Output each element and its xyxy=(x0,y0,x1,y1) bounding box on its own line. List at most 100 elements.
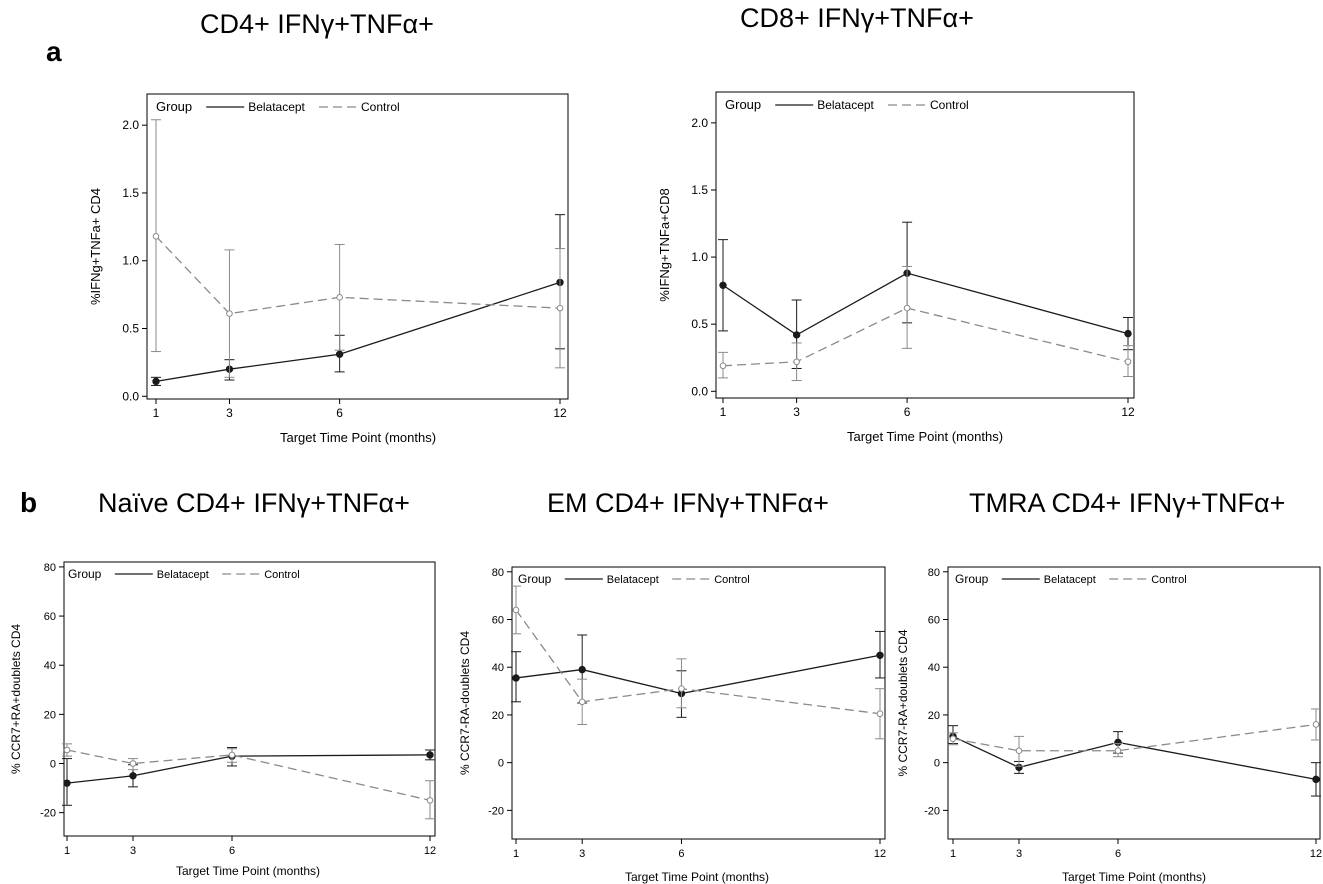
data-point-belatacept xyxy=(63,779,71,787)
data-point-belatacept xyxy=(152,377,160,386)
data-point-control xyxy=(63,746,71,754)
y-tick-label: 40 xyxy=(492,662,504,674)
y-tick-label: 20 xyxy=(492,710,504,722)
legend-title: Group xyxy=(955,572,989,586)
y-tick-label: 0.5 xyxy=(691,317,708,331)
y-tick-label: 0.0 xyxy=(691,384,708,398)
x-tick-label: 1 xyxy=(513,848,519,860)
y-tick-label: 0.0 xyxy=(122,389,139,403)
series-line-belatacept xyxy=(66,754,431,784)
chart-title-em: EM CD4+ IFNγ+TNFα+ xyxy=(547,488,829,518)
y-axis-label: %IFNg+TNFa+CD8 xyxy=(657,188,672,301)
legend: Group Belatacept Control xyxy=(725,97,969,112)
data-point-control xyxy=(903,304,911,312)
data-point-control xyxy=(1015,747,1023,755)
y-axis-label: % CCR7-RA-doublets CD4 xyxy=(458,631,472,775)
legend: Group Belatacept Control xyxy=(156,99,400,114)
x-tick-label: 6 xyxy=(678,848,684,860)
series-control xyxy=(948,708,1321,767)
plot-frame xyxy=(63,561,436,837)
legend: Group Belatacept Control xyxy=(68,567,300,581)
legend-control-label: Control xyxy=(930,98,969,112)
x-axis-label: Target Time Point (months) xyxy=(847,429,1003,444)
x-tick-label: 3 xyxy=(1016,848,1022,860)
data-point-belatacept xyxy=(512,674,520,682)
data-point-control xyxy=(678,685,685,692)
chart-title-cd8: CD8+ IFNγ+TNFα+ xyxy=(740,3,974,33)
x-axis-label: Target Time Point (months) xyxy=(176,864,320,878)
y-tick-label: 0.5 xyxy=(122,322,139,336)
chart-em: -20 0 20 40 60 80 1 3 6 12 Target Time Point (mont… xyxy=(458,566,886,884)
legend-title: Group xyxy=(68,567,102,581)
data-point-control xyxy=(1312,721,1320,728)
legend-control-label: Control xyxy=(264,569,299,581)
data-point-belatacept xyxy=(1124,329,1132,338)
x-tick-label: 12 xyxy=(1121,405,1135,419)
data-point-control xyxy=(152,233,160,240)
x-tick-label: 12 xyxy=(424,845,436,857)
y-tick-label: 2.0 xyxy=(122,118,139,132)
y-tick-label: 1.5 xyxy=(122,186,139,200)
y-axis-label: % CCR7-RA+doublets CD4 xyxy=(896,629,910,776)
y-tick-label: 60 xyxy=(492,614,504,626)
data-point-control xyxy=(793,358,800,366)
series-control xyxy=(718,265,1133,382)
legend-belatacept-label: Belatacept xyxy=(607,574,659,586)
y-tick-label: -20 xyxy=(488,805,504,817)
data-point-control xyxy=(512,606,520,614)
chart-cd8: 0.0 0.5 1.0 1.5 2.0 1 3 6 12 Target Time Point (m… xyxy=(657,91,1135,444)
series-control xyxy=(151,119,565,378)
y-axis-label: % CCR7+RA+doublets CD4 xyxy=(9,624,23,774)
data-point-control xyxy=(228,751,236,759)
series-line-control xyxy=(515,609,881,715)
x-tick-label: 6 xyxy=(904,405,911,419)
y-tick-label: -20 xyxy=(40,808,56,820)
series-line-control xyxy=(952,723,1317,752)
x-tick-label: 12 xyxy=(553,406,567,420)
data-point-belatacept xyxy=(792,331,801,339)
data-point-control xyxy=(336,294,343,301)
chart-title-naive: Naïve CD4+ IFNγ+TNFα+ xyxy=(98,488,410,518)
plot-frame xyxy=(146,93,569,400)
x-tick-label: 6 xyxy=(229,845,235,857)
x-tick-label: 12 xyxy=(874,848,886,860)
x-axis-label: Target Time Point (months) xyxy=(1062,870,1206,884)
series-belatacept xyxy=(511,630,885,718)
x-tick-label: 1 xyxy=(153,406,160,420)
data-point-control xyxy=(876,710,884,718)
panel-letter-b: b xyxy=(20,487,38,518)
y-tick-label: 60 xyxy=(44,611,56,623)
chart-naive: -20 0 20 40 60 80 1 3 6 12 Target Time Point (mont… xyxy=(9,561,436,878)
x-tick-label: 1 xyxy=(720,405,727,419)
legend: Group Belatacept Control xyxy=(955,572,1187,586)
y-tick-label: 0 xyxy=(498,758,504,770)
x-tick-label: 6 xyxy=(336,406,343,420)
data-point-control xyxy=(1124,358,1132,366)
x-tick-label: 12 xyxy=(1310,848,1322,860)
y-tick-label: 0 xyxy=(934,758,940,770)
plot-frame xyxy=(715,91,1135,399)
data-point-control xyxy=(426,797,434,804)
data-point-belatacept xyxy=(719,281,727,289)
x-tick-label: 1 xyxy=(64,845,70,857)
y-axis-label: %IFNg+TNFa+ CD4 xyxy=(88,188,103,305)
data-point-belatacept xyxy=(876,651,884,659)
y-tick-label: 20 xyxy=(44,709,56,721)
series-belatacept xyxy=(948,725,1321,797)
legend-control-label: Control xyxy=(714,574,749,586)
series-line-belatacept xyxy=(952,735,1317,780)
data-point-control xyxy=(949,735,957,743)
legend-control-label: Control xyxy=(361,100,400,114)
chart-title-tmra: TMRA CD4+ IFNγ+TNFα+ xyxy=(969,488,1286,518)
data-point-belatacept xyxy=(129,772,137,780)
y-tick-label: 1.0 xyxy=(122,254,139,268)
data-point-control xyxy=(719,362,727,370)
data-point-belatacept xyxy=(578,665,586,674)
y-tick-label: 20 xyxy=(928,710,940,722)
y-tick-label: 80 xyxy=(928,567,940,579)
y-tick-label: 40 xyxy=(44,660,56,672)
x-tick-label: 3 xyxy=(226,406,233,420)
legend-belatacept-label: Belatacept xyxy=(1044,574,1096,586)
plot-frame xyxy=(511,566,886,840)
